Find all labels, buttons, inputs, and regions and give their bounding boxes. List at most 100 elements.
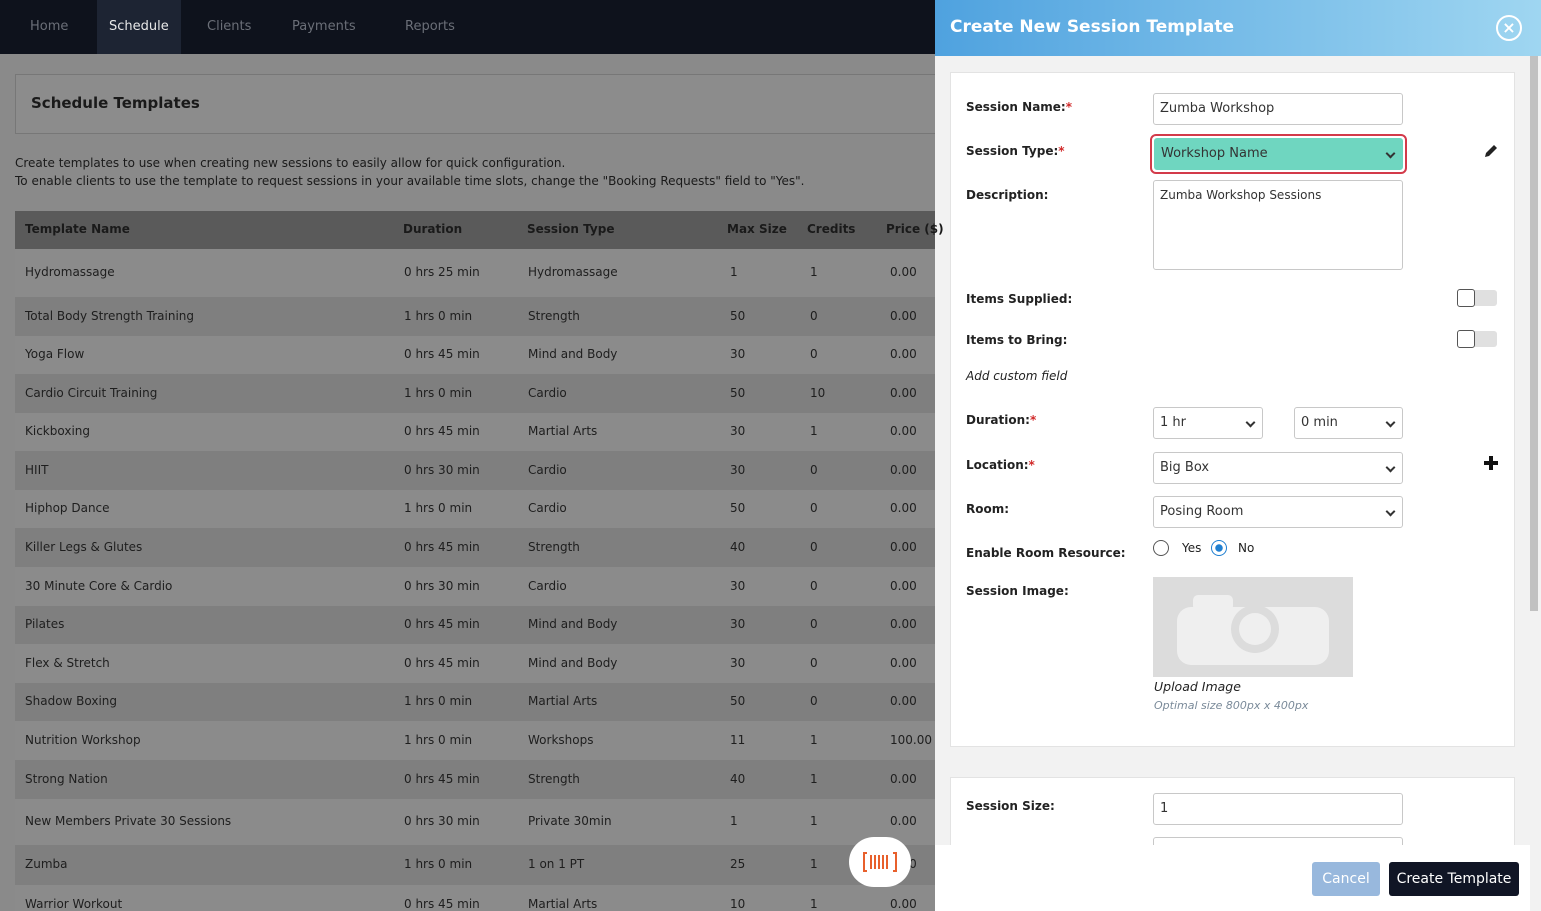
table-row[interactable] <box>15 885 940 911</box>
select[interactable]: 1 hr <box>1153 407 1263 439</box>
close-button[interactable]: × <box>1496 15 1522 41</box>
field-label: Description: <box>966 188 1049 202</box>
table-row[interactable] <box>15 413 940 451</box>
scrollbar <box>1530 56 1538 611</box>
table-cell: Total Body Strength Training <box>25 308 195 323</box>
table-row[interactable] <box>15 799 940 845</box>
table-cell: 0.00 <box>890 462 917 477</box>
column-header[interactable]: Duration <box>403 222 463 236</box>
textarea[interactable]: Zumba Workshop Sessions <box>1153 180 1403 270</box>
table-cell: 0 hrs 45 min <box>404 424 480 438</box>
table-cell: 0 <box>810 308 818 323</box>
select[interactable]: Posing Room <box>1153 496 1403 528</box>
image-placeholder[interactable] <box>1153 577 1353 677</box>
barcode-button[interactable] <box>849 837 911 887</box>
table-cell: 30 <box>730 655 746 670</box>
required-mark: * <box>1058 144 1065 158</box>
table-row[interactable] <box>15 528 940 567</box>
table-cell: 1 hrs 0 min <box>404 857 473 871</box>
field-label: Duration:* <box>966 413 1036 427</box>
table-cell: Kickboxing <box>25 424 90 438</box>
table-cell: Nutrition Workshop <box>25 732 141 747</box>
cancel-button[interactable]: Cancel <box>1312 862 1380 896</box>
table-cell: 10 <box>810 385 826 400</box>
page-title: Schedule Templates <box>31 94 200 112</box>
table-cell: 0 <box>810 501 818 515</box>
table-cell: 10 <box>730 897 746 911</box>
table-cell: 0 hrs 30 min <box>404 578 480 593</box>
table-cell: Yoga Flow <box>25 347 85 361</box>
table-row[interactable] <box>15 760 940 799</box>
label-text: Session Type: <box>966 144 1059 158</box>
add-custom-field[interactable]: Add custom field <box>966 369 1068 383</box>
table-cell: 1 <box>810 857 818 871</box>
table-cell: 0 hrs 45 min <box>404 771 480 786</box>
table-row[interactable] <box>15 567 940 606</box>
column-header[interactable]: Session Type <box>527 222 615 236</box>
table-row[interactable] <box>15 297 940 336</box>
field-label: Room: <box>966 502 1010 516</box>
field-label: Session Size: <box>966 799 1055 813</box>
upload-hint: Optimal size 800px x 400px <box>1154 699 1309 712</box>
upload-link[interactable]: Upload Image <box>1154 679 1241 694</box>
select[interactable]: Big Box <box>1153 452 1403 484</box>
column-header[interactable]: Template Name <box>25 222 130 236</box>
table-cell: 30 <box>730 347 746 361</box>
table-row[interactable] <box>15 249 940 297</box>
table-cell: 0.00 <box>890 655 917 670</box>
nav-item[interactable]: Home <box>30 19 69 34</box>
edit-icon[interactable] <box>1483 143 1499 159</box>
table-row[interactable] <box>15 374 940 413</box>
field-label: Session Type:* <box>966 144 1065 158</box>
table-cell: 40 <box>730 539 746 554</box>
table-row[interactable] <box>15 336 940 374</box>
radio[interactable] <box>1153 540 1169 556</box>
table-cell: Pilates <box>25 617 65 631</box>
text-input[interactable]: 1 <box>1153 793 1403 825</box>
table-row[interactable] <box>15 683 940 721</box>
nav-item[interactable]: Clients <box>207 19 252 34</box>
radio[interactable] <box>1211 540 1227 556</box>
table-cell: 30 <box>730 424 746 438</box>
table-cell: Zumba <box>25 857 68 871</box>
select[interactable]: 0 min <box>1294 407 1403 439</box>
table-cell: Strength <box>528 771 580 786</box>
camera-icon <box>1177 595 1329 665</box>
title-box <box>15 74 947 134</box>
table-cell: Cardio <box>528 385 567 400</box>
table-cell: 1 <box>810 424 818 438</box>
select-value: Posing Room <box>1160 504 1244 519</box>
table-cell: 50 <box>730 694 746 708</box>
toggle[interactable] <box>1457 330 1497 348</box>
table-row[interactable] <box>15 644 940 683</box>
table-row[interactable] <box>15 721 940 760</box>
nav-item[interactable]: Reports <box>405 19 455 34</box>
create-button[interactable]: Create Template <box>1389 862 1519 896</box>
required-mark: * <box>1028 458 1035 472</box>
table-cell: 1 hrs 0 min <box>404 308 473 323</box>
table-row[interactable] <box>15 490 940 528</box>
table-cell: Mind and Body <box>528 347 618 361</box>
nav-item[interactable]: Payments <box>292 19 356 34</box>
table-row[interactable] <box>15 845 940 885</box>
text-input[interactable]: Zumba Workshop <box>1153 93 1403 125</box>
table-cell: Workshops <box>528 732 594 747</box>
table-cell: Cardio <box>528 462 567 477</box>
table-cell: 0 hrs 45 min <box>404 539 480 554</box>
add-icon[interactable] <box>1484 456 1498 470</box>
select[interactable]: Workshop Name <box>1154 138 1403 170</box>
table-cell: 1 <box>810 265 818 279</box>
table-row[interactable] <box>15 451 940 490</box>
table-cell: 0 hrs 45 min <box>404 617 480 631</box>
toggle[interactable] <box>1457 289 1497 307</box>
field-label: Enable Room Resource: <box>966 546 1126 560</box>
table-cell: 1 hrs 0 min <box>404 732 473 747</box>
nav-item[interactable]: Schedule <box>97 0 181 54</box>
field-label: Location:* <box>966 458 1035 472</box>
table-cell: 100.00 <box>890 732 932 747</box>
required-mark: * <box>1029 413 1037 427</box>
table-cell: Hydromassage <box>528 265 618 279</box>
table-row[interactable] <box>15 606 940 644</box>
table-cell: Killer Legs & Glutes <box>25 539 143 554</box>
field-label: Session Name:* <box>966 100 1072 114</box>
